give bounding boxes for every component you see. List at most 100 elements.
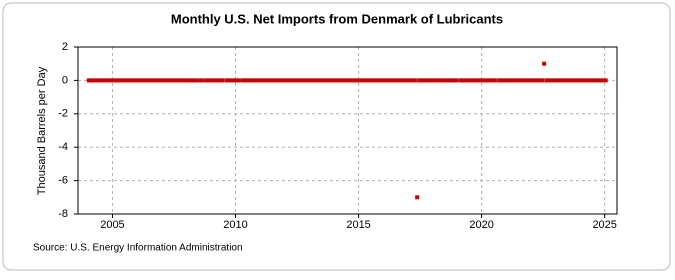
point xyxy=(271,78,276,83)
point xyxy=(302,78,307,83)
y-tick-label: 0 xyxy=(62,74,68,86)
y-tick-label: -8 xyxy=(58,208,68,220)
point xyxy=(345,78,350,83)
point xyxy=(277,78,282,83)
point xyxy=(92,78,97,83)
point xyxy=(511,78,516,83)
point xyxy=(172,78,177,83)
point xyxy=(259,78,264,83)
point xyxy=(548,78,553,83)
point xyxy=(160,78,165,83)
point xyxy=(540,78,545,83)
point xyxy=(492,78,497,83)
point xyxy=(474,78,479,83)
point xyxy=(529,78,534,83)
point xyxy=(415,195,420,200)
point xyxy=(86,78,91,83)
point xyxy=(308,78,313,83)
x-tick-label: 2010 xyxy=(223,219,247,231)
point xyxy=(382,78,387,83)
y-tick-label: -2 xyxy=(58,108,68,120)
source: Source: U.S. Energy Information Administ… xyxy=(33,243,243,254)
point xyxy=(117,78,122,83)
point xyxy=(326,78,331,83)
point xyxy=(579,78,584,83)
point xyxy=(369,78,374,83)
point xyxy=(480,78,485,83)
point xyxy=(136,78,141,83)
point xyxy=(191,78,196,83)
point xyxy=(234,78,239,83)
point xyxy=(289,78,294,83)
point xyxy=(203,78,208,83)
point xyxy=(394,78,399,83)
point xyxy=(265,78,270,83)
point xyxy=(199,78,204,83)
point xyxy=(314,78,319,83)
point xyxy=(111,78,116,83)
point xyxy=(220,78,225,83)
point xyxy=(572,78,577,83)
y-tick-label: -6 xyxy=(58,175,68,187)
x-tick-label: 2020 xyxy=(469,219,493,231)
point xyxy=(129,78,134,83)
point xyxy=(193,78,198,83)
point xyxy=(376,78,381,83)
point xyxy=(523,78,528,83)
point xyxy=(505,78,510,83)
point xyxy=(216,78,221,83)
point xyxy=(419,78,424,83)
point xyxy=(400,78,405,83)
point xyxy=(535,78,540,83)
point xyxy=(566,78,571,83)
point xyxy=(406,78,411,83)
point xyxy=(603,78,608,83)
point xyxy=(462,78,467,83)
x-tick-label: 2025 xyxy=(592,219,616,231)
point xyxy=(166,78,171,83)
point xyxy=(449,78,454,83)
point xyxy=(363,78,368,83)
point xyxy=(179,78,184,83)
point xyxy=(228,78,233,83)
point xyxy=(240,78,245,83)
point xyxy=(142,78,147,83)
point xyxy=(388,78,393,83)
point xyxy=(499,78,504,83)
point xyxy=(246,78,251,83)
x-tick-label: 2015 xyxy=(346,219,370,231)
point xyxy=(597,78,602,83)
point xyxy=(209,78,214,83)
point xyxy=(148,78,153,83)
point xyxy=(105,78,110,83)
point xyxy=(542,61,547,66)
point xyxy=(454,78,459,83)
point xyxy=(468,78,473,83)
point xyxy=(443,78,448,83)
point xyxy=(585,78,590,83)
y-axis-label: Thousand Barrels per Day xyxy=(36,66,48,195)
y-tick-label: 2 xyxy=(62,41,68,53)
point xyxy=(123,78,128,83)
point xyxy=(425,78,430,83)
point xyxy=(437,78,442,83)
point xyxy=(197,78,202,83)
point xyxy=(332,78,337,83)
x-tick-label: 2005 xyxy=(100,219,124,231)
y-tick-label: -4 xyxy=(58,141,68,153)
frame xyxy=(2,2,671,271)
point xyxy=(236,78,241,83)
point xyxy=(357,78,362,83)
point xyxy=(154,78,159,83)
chart-title: Monthly U.S. Net Imports from Denmark of… xyxy=(171,11,503,26)
point xyxy=(99,78,104,83)
point xyxy=(431,78,436,83)
point xyxy=(517,78,522,83)
point xyxy=(185,78,190,83)
point xyxy=(351,78,356,83)
point xyxy=(252,78,257,83)
point xyxy=(554,78,559,83)
point xyxy=(560,78,565,83)
point xyxy=(339,78,344,83)
